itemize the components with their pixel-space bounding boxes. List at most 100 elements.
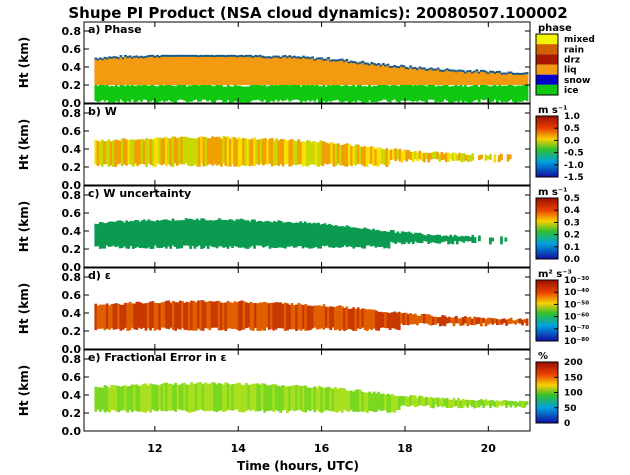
ice-column [112, 86, 116, 103]
liquid-layer [507, 72, 511, 85]
data-column [98, 141, 102, 165]
liquid-layer [450, 70, 454, 85]
ice-column [377, 85, 381, 102]
data-column [315, 387, 319, 410]
data-column [425, 235, 428, 242]
data-column [302, 305, 305, 330]
layer-top-edge [470, 71, 474, 74]
ice-column [349, 85, 353, 103]
data-column [281, 385, 285, 411]
layer-top-edge [345, 58, 349, 61]
data-column [420, 152, 424, 161]
panel-1: 0.0 0.2 0.4 0.6 0.8 a) Phase Ht (km) phasemixed… [17, 21, 595, 110]
colorbar-swatch [536, 64, 558, 75]
liquid-layer [117, 58, 121, 85]
liquid-layer [290, 57, 294, 85]
liquid-layer [229, 56, 232, 85]
data-column [482, 317, 486, 323]
layer-top-edge [363, 62, 367, 65]
data-column [129, 220, 133, 246]
layer-top-edge [482, 69, 486, 72]
data-column [468, 316, 472, 325]
ice-column [482, 84, 486, 101]
data-column [142, 303, 146, 328]
data-column [436, 151, 439, 160]
data-column [409, 151, 413, 160]
colorbar-gradient [535, 115, 559, 178]
data-column [117, 303, 121, 329]
data-column [404, 396, 408, 407]
data-column [427, 314, 431, 325]
layer-top-edge [274, 55, 278, 58]
data-column [480, 154, 483, 160]
data-column [213, 220, 217, 248]
layer-top-edge [153, 55, 157, 58]
data-column [468, 400, 472, 406]
ice-column [217, 83, 221, 100]
data-column [491, 400, 495, 406]
ice-column [448, 86, 451, 103]
x-tick-labels: 12 14 16 18 20 [147, 442, 496, 455]
ice-column [324, 86, 328, 103]
data-column [352, 391, 356, 412]
layer-top-edge [251, 56, 255, 59]
data-column [438, 317, 442, 327]
ice-column [124, 86, 127, 103]
liquid-layer [108, 57, 111, 85]
layer-top-edge [276, 55, 280, 58]
data-column [332, 143, 336, 167]
layer-top-edge [427, 68, 431, 71]
liquid-layer [505, 74, 508, 85]
data-column [395, 395, 399, 411]
data-column [145, 138, 148, 167]
data-column [245, 302, 248, 329]
data-column [461, 317, 465, 326]
layer-top-edge [441, 70, 444, 73]
data-column [347, 308, 351, 329]
ice-column [359, 84, 362, 102]
data-column [452, 397, 456, 407]
data-column [167, 220, 170, 247]
ice-column [391, 84, 394, 101]
liquid-layer [491, 72, 495, 85]
data-column [336, 143, 340, 164]
liquid-layer [432, 69, 435, 85]
colorbar-label: 0.3 [564, 218, 580, 228]
layer-top-edge [365, 62, 369, 65]
data-column [356, 144, 360, 164]
data-column [119, 304, 123, 331]
liquid-layer [452, 70, 456, 85]
data-column [275, 221, 278, 249]
data-column [403, 149, 406, 160]
data-column [340, 306, 344, 330]
panel-4: 0.0 0.2 0.4 0.6 0.8 d) ε Ht (km) m² s⁻³10⁻³⁰ 10⁻… [17, 267, 589, 356]
data-column [96, 140, 100, 167]
data-column [376, 229, 380, 247]
data-column [396, 149, 400, 160]
data-column [374, 230, 378, 248]
layer-top-edge [283, 54, 287, 57]
data-column [498, 319, 502, 325]
liquid-layer [185, 56, 189, 85]
data-column [386, 393, 390, 413]
data-column [189, 138, 192, 167]
ice-column [445, 84, 449, 101]
ice-column [149, 85, 152, 102]
data-column [98, 387, 102, 412]
liquid-layer [199, 56, 203, 85]
data-column [498, 401, 502, 406]
layer-top-edge [457, 69, 460, 72]
ice-column [276, 85, 280, 102]
data-column [336, 226, 340, 248]
data-column [217, 383, 221, 411]
layer-top-edge [295, 56, 298, 59]
liquid-layer [288, 56, 292, 85]
liquid-layer [477, 72, 481, 85]
data-column [235, 302, 239, 330]
liquid-layer [484, 72, 488, 85]
data-column [438, 153, 442, 162]
colorbar: m² s⁻³10⁻³⁰ 10⁻⁴⁰ 10⁻⁵⁰ 10⁻⁶⁰ 10⁻⁷⁰ 10⁻⁸⁰ [535, 269, 589, 347]
data-column [151, 221, 155, 249]
layer-top-edge [416, 68, 419, 71]
layer-top-edge [219, 54, 223, 57]
